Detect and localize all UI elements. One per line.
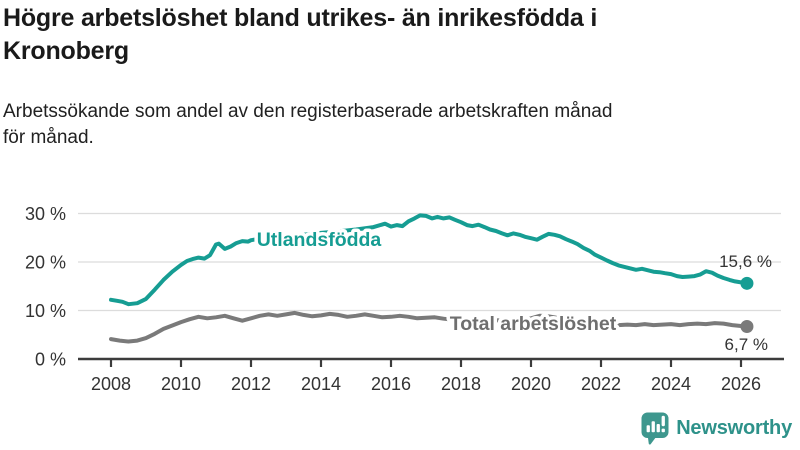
x-axis-tick-label: 2010 [161, 374, 201, 394]
x-axis-tick-label: 2024 [651, 374, 691, 394]
chart-subtitle: Arbetssökande som andel av den registerb… [3, 101, 613, 149]
newsworthy-logo-text: Newsworthy [676, 417, 792, 439]
x-axis-tick-label: 2022 [581, 374, 621, 394]
series-end-dot [740, 276, 754, 290]
y-axis-tick-label: 0 % [35, 350, 66, 370]
x-axis-tick-label: 2016 [371, 374, 411, 394]
x-axis-tick-label: 2018 [441, 374, 481, 394]
x-axis-tick-label: 2020 [511, 374, 551, 394]
newsworthy-bubble-chart-icon [641, 412, 669, 445]
series-label-utlandsfodda: Utlandsfödda [257, 229, 382, 251]
series-label-total: Total arbetslöshet [450, 313, 617, 335]
series-end-value-label: 6,7 % [725, 335, 768, 354]
page-title: Högre arbetslöshet bland utrikes- än inr… [3, 4, 598, 65]
x-axis-tick-label: 2012 [231, 374, 271, 394]
x-axis-tick-label: 2008 [91, 374, 131, 394]
y-axis-tick-label: 10 % [25, 301, 66, 321]
x-axis-tick-label: 2014 [301, 374, 341, 394]
series-line-utlandsfodda [109, 213, 749, 307]
newsworthy-logo[interactable]: Newsworthy [641, 412, 792, 445]
y-axis-tick-label: 30 % [25, 204, 66, 224]
y-axis-tick-label: 20 % [25, 253, 66, 273]
series-line-total [109, 310, 749, 344]
series-end-dot [740, 320, 754, 334]
x-axis-tick-label: 2026 [721, 374, 761, 394]
series-end-value-label: 15,6 % [719, 252, 772, 271]
